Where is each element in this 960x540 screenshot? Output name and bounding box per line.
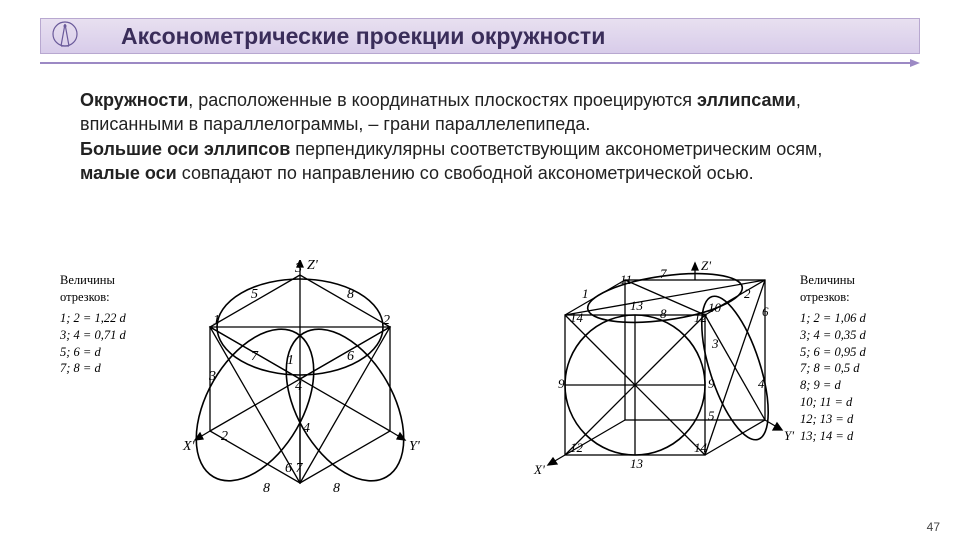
axis-z: Z' [307,260,319,273]
svg-text:4: 4 [758,376,765,391]
svg-text:2: 2 [221,429,228,444]
body-text: Окружности, расположенные в координатных… [80,88,900,185]
svg-text:14: 14 [694,440,708,455]
paragraph-2: Большие оси эллипсов перпендикулярны соо… [80,137,900,161]
header-arrow [40,54,920,56]
svg-text:13: 13 [630,456,644,471]
svg-text:6: 6 [347,349,354,364]
axis-y: Y' [409,439,421,454]
svg-text:8: 8 [333,481,340,496]
diagrams-row: Величины отрезков: 1; 2 = 1,22 d 3; 4 = … [60,260,900,520]
svg-text:7: 7 [660,266,667,281]
right-diagram-group: Z' X' Y' 99 1313 1412 1214 12 78 1110 34… [510,260,900,520]
svg-text:4: 4 [295,379,302,394]
svg-text:9: 9 [708,376,715,391]
left-legend-l1: 1; 2 = 1,22 d [60,310,155,327]
paragraph-1: Окружности, расположенные в координатных… [80,88,900,137]
svg-text:1: 1 [582,286,589,301]
bold-circles: Окружности [80,90,188,110]
svg-text:5: 5 [251,287,258,302]
svg-text:2: 2 [383,313,390,328]
axis-x: X' [182,439,196,454]
svg-text:13: 13 [630,298,644,313]
compass-logo [41,19,89,53]
right-legend-l5: 8; 9 = d [800,377,900,394]
svg-text:1: 1 [287,353,294,368]
svg-text:X': X' [533,462,545,477]
right-legend: Величины отрезков: 1; 2 = 1,06 d 3; 4 = … [800,272,900,445]
right-legend-l2: 3; 4 = 0,35 d [800,327,900,344]
left-legend: Величины отрезков: 1; 2 = 1,22 d 3; 4 = … [60,272,155,377]
right-legend-l8: 13; 14 = d [800,428,900,445]
svg-text:Y': Y' [784,428,794,443]
left-legend-title: Величины отрезков: [60,272,155,306]
bold-minor-axes: малые оси [80,163,177,183]
bold-major-axes: Большие оси эллипсов [80,139,290,159]
paragraph-3: малые оси совпадают по направлению со св… [80,161,900,185]
left-legend-l2: 3; 4 = 0,71 d [60,327,155,344]
svg-text:3: 3 [294,261,302,276]
right-legend-l3: 5; 6 = 0,95 d [800,344,900,361]
isometric-diagram: Z' X' Y' 1 2 3 4 5 8 7 6 3 4 2 1 8 8 6 7 [155,260,445,515]
slide-title: Аксонометрические проекции окружности [121,23,605,50]
svg-text:Z': Z' [701,260,711,273]
svg-text:3: 3 [711,336,719,351]
svg-text:9: 9 [558,376,565,391]
svg-text:2: 2 [744,286,751,301]
bold-ellipses: эллипсами [697,90,796,110]
header-bar: Аксонометрические проекции окружности [40,18,920,54]
svg-text:12: 12 [694,310,708,325]
right-legend-l4: 7; 8 = 0,5 d [800,360,900,377]
dimetric-diagram: Z' X' Y' 99 1313 1412 1214 12 78 1110 34… [510,260,800,515]
svg-text:7: 7 [251,349,259,364]
right-legend-title: Величины отрезков: [800,272,900,306]
left-legend-l3: 5; 6 = d [60,344,155,361]
svg-text:12: 12 [570,440,584,455]
page-number: 47 [927,520,940,534]
svg-text:5: 5 [708,408,715,423]
svg-text:3: 3 [208,369,216,384]
svg-text:6: 6 [762,304,769,319]
svg-text:1: 1 [213,313,220,328]
svg-text:8: 8 [263,481,270,496]
svg-text:6 7: 6 7 [285,461,304,476]
svg-text:10: 10 [708,300,722,315]
right-legend-l7: 12; 13 = d [800,411,900,428]
svg-text:8: 8 [347,287,354,302]
svg-text:11: 11 [620,272,632,287]
svg-text:4: 4 [303,421,310,436]
left-legend-l4: 7; 8 = d [60,360,155,377]
right-legend-l6: 10; 11 = d [800,394,900,411]
left-diagram-group: Величины отрезков: 1; 2 = 1,22 d 3; 4 = … [60,260,445,520]
right-legend-l1: 1; 2 = 1,06 d [800,310,900,327]
svg-text:14: 14 [570,310,584,325]
svg-text:8: 8 [660,306,667,321]
